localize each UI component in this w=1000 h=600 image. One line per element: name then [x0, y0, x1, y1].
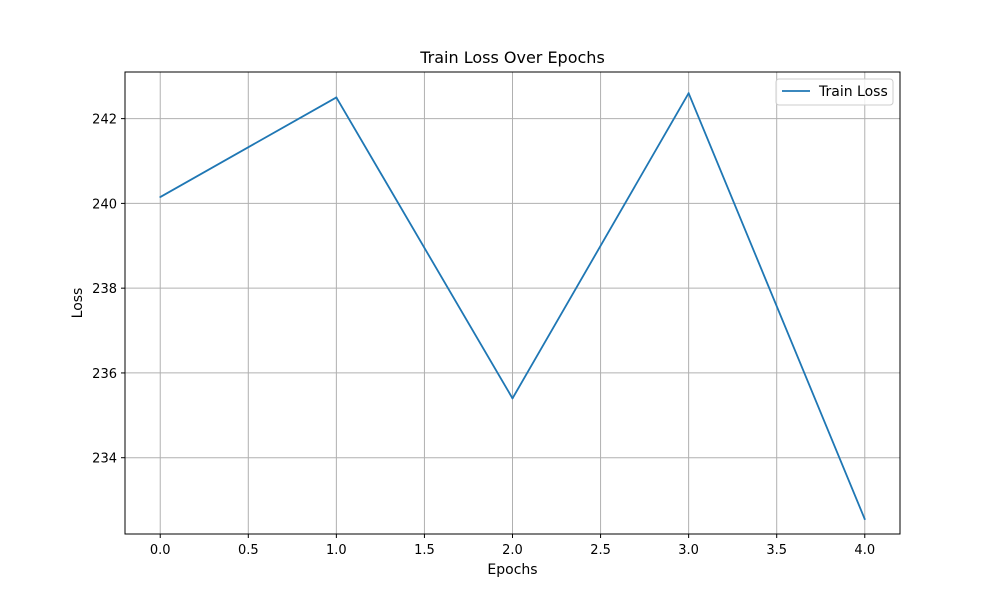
- data-point: [511, 397, 514, 400]
- x-tick-label: 2.0: [502, 543, 523, 558]
- y-axis-label: Loss: [70, 288, 86, 319]
- x-axis-label: Epochs: [487, 562, 537, 578]
- x-tick-label: 3.5: [766, 543, 787, 558]
- chart-title: Train Loss Over Epochs: [419, 48, 605, 67]
- grid: [125, 72, 900, 534]
- y-tick-label: 242: [92, 113, 117, 128]
- y-tick-label: 238: [92, 282, 117, 297]
- x-tick-label: 2.5: [590, 543, 611, 558]
- x-tick-label: 1.0: [326, 543, 347, 558]
- data-point: [159, 196, 162, 198]
- legend-box: [775, 78, 894, 106]
- data-point: [335, 96, 338, 99]
- data-point: [863, 518, 866, 521]
- series-layer: [159, 92, 866, 521]
- ticks: 0.0 0.5 1.0 1.5 2.0 2.5 3.0 3.5 4.0 234 236 238 240 2…: [92, 113, 875, 558]
- y-tick-label: 236: [92, 367, 117, 382]
- x-tick-label: 4.0: [854, 543, 875, 558]
- legend: Train Loss: [775, 78, 894, 106]
- x-tick-label: 0.0: [150, 543, 171, 558]
- y-tick-label: 240: [92, 197, 117, 212]
- legend-label-train-loss: Train Loss: [818, 84, 888, 100]
- x-tick-label: 0.5: [238, 543, 259, 558]
- x-tick-label: 3.0: [678, 543, 699, 558]
- x-tick-label: 1.5: [414, 543, 435, 558]
- data-point: [687, 92, 690, 95]
- y-tick-label: 234: [92, 452, 117, 467]
